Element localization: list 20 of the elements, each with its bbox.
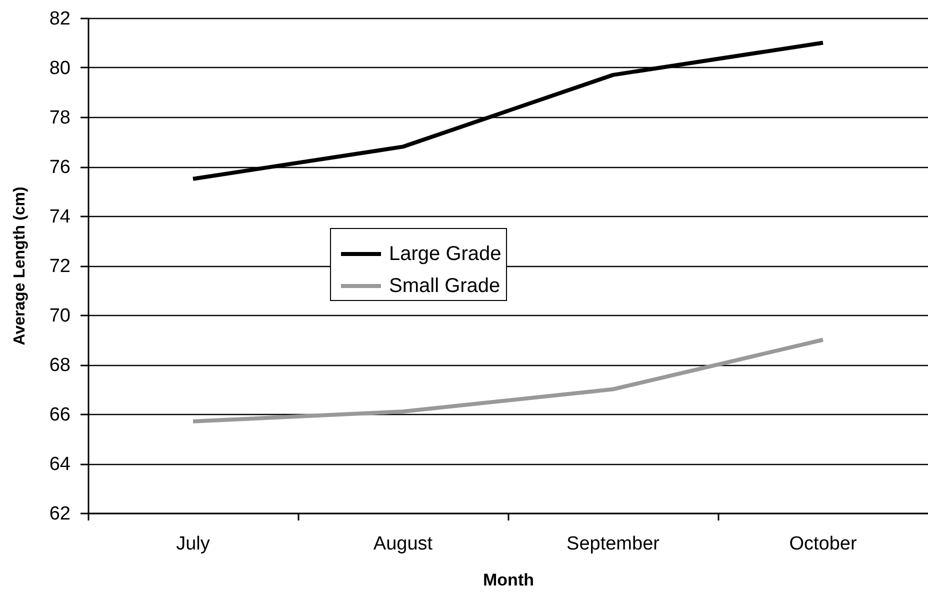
y-axis-title: Average Length (cm) — [11, 186, 28, 346]
line-series — [191, 338, 825, 424]
x-tick-label: July — [176, 534, 210, 554]
y-tick-label: 76 — [49, 157, 70, 178]
y-tick-label: 74 — [49, 206, 71, 228]
y-tick-label: 70 — [49, 306, 70, 326]
y-tick-label: 78 — [49, 108, 70, 128]
x-tick-label: October — [789, 534, 858, 554]
y-tick-label: 68 — [49, 355, 70, 376]
y-tick-label: 72 — [49, 256, 70, 277]
y-tick-label: 80 — [49, 58, 70, 79]
y-tick-label: 64 — [49, 454, 71, 475]
x-tick-label: September — [566, 534, 660, 554]
y-tick-label: 82 — [49, 8, 70, 30]
legend-label: Small Grade — [389, 275, 500, 297]
legend-label: Large Grade — [389, 243, 502, 265]
x-tick-label: August — [373, 534, 434, 554]
y-tick-label: 66 — [49, 404, 70, 426]
y-tick-label: 62 — [49, 504, 70, 524]
x-axis-title: Month — [483, 570, 534, 590]
